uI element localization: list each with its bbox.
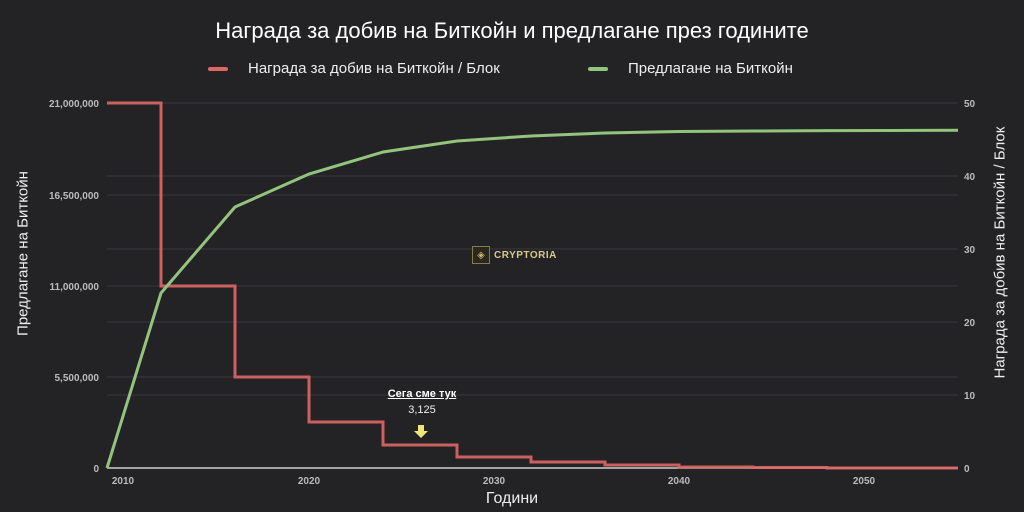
svg-text:2020: 2020 xyxy=(298,476,321,487)
svg-text:10: 10 xyxy=(964,391,976,402)
svg-text:0: 0 xyxy=(93,464,99,475)
legend-label-supply: Предлагане на Биткойн xyxy=(628,60,793,77)
legend-item-supply[interactable]: Предлагане на Биткойн xyxy=(588,60,793,77)
watermark-logo: ◈ CRYPTORIA xyxy=(472,246,557,264)
reward-swatch-icon xyxy=(208,66,228,71)
svg-text:30: 30 xyxy=(964,245,976,256)
svg-text:11,000,000: 11,000,000 xyxy=(50,282,100,293)
svg-text:5,500,000: 5,500,000 xyxy=(55,373,100,384)
legend-item-reward[interactable]: Награда за добив на Биткойн / Блок xyxy=(208,60,500,77)
svg-text:50: 50 xyxy=(964,99,976,110)
svg-text:2050: 2050 xyxy=(853,476,876,487)
arrow-down-icon xyxy=(414,425,428,438)
svg-text:0: 0 xyxy=(964,464,970,475)
right-axis-ticks: 50 40 30 20 10 0 xyxy=(964,99,976,475)
x-axis-ticks: 2010 2020 2030 2040 2050 xyxy=(112,476,876,487)
chart-title: Награда за добив на Биткойн и предлагане… xyxy=(215,18,809,43)
reward-series-line xyxy=(107,101,958,470)
x-axis-label: Години xyxy=(485,490,539,507)
watermark-text: CRYPTORIA xyxy=(494,249,557,261)
current-position-annotation: Сега сме тук 3,125 xyxy=(372,388,472,416)
cryptoria-logo-icon: ◈ xyxy=(472,246,490,264)
legend-label-reward: Награда за добив на Биткойн / Блок xyxy=(248,60,500,77)
supply-series-line xyxy=(105,128,959,469)
annotation-label: Сега сме тук xyxy=(387,388,457,400)
supply-swatch-icon xyxy=(588,66,608,71)
svg-text:21,000,000: 21,000,000 xyxy=(49,99,99,110)
svg-text:2010: 2010 xyxy=(112,476,135,487)
svg-text:40: 40 xyxy=(964,172,976,183)
svg-text:2040: 2040 xyxy=(668,476,691,487)
svg-text:2030: 2030 xyxy=(483,476,506,487)
annotation-value: 3,125 xyxy=(408,404,436,416)
legend: Награда за добив на Биткойн / Блок Предл… xyxy=(0,60,1024,82)
left-axis-ticks: 21,000,000 16,500,000 11,000,000 5,500,0… xyxy=(49,99,100,475)
left-axis-label: Предлагане на Биткойн xyxy=(14,171,32,336)
right-axis-label: Награда за добив на Биткойн / Блок xyxy=(991,126,1009,379)
svg-text:20: 20 xyxy=(964,318,976,329)
svg-text:16,500,000: 16,500,000 xyxy=(49,191,99,202)
